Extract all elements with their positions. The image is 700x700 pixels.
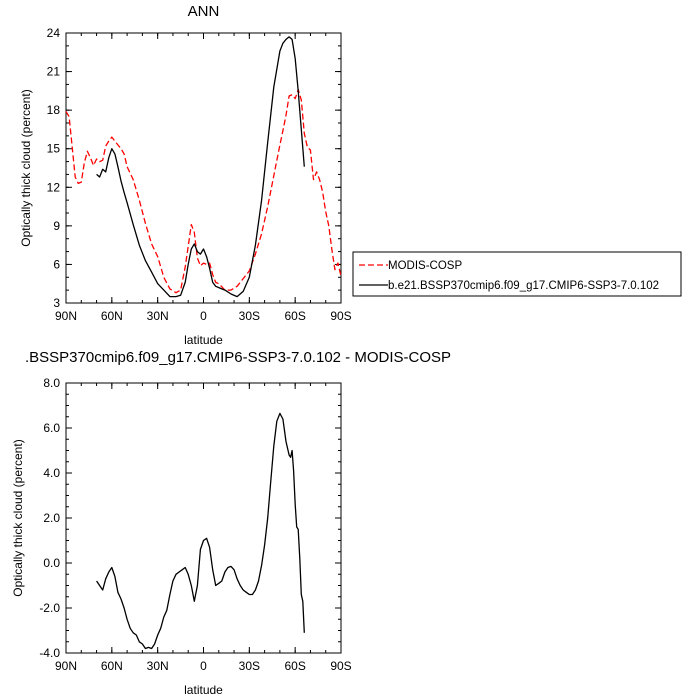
y-tick-label: 6 (53, 257, 60, 271)
x-tick-label: 60N (101, 659, 123, 673)
chart-2: 90N 60N 30N 0 30S 60S 90S -4.0 -2.0 0.0 2.0 4.0 6.0 8… (11, 349, 451, 697)
y-tick-label: 24 (47, 26, 61, 40)
legend-label-1: MODIS-COSP (388, 260, 462, 272)
series-line-2 (96, 36, 305, 298)
series-line-1 (65, 88, 342, 294)
x-tick-label: 90N (55, 309, 77, 323)
x-tick-label: 90S (330, 309, 351, 323)
x-tick-label: 0 (200, 309, 207, 323)
y-axis-label: Optically thick cloud (percent) (19, 89, 33, 246)
x-tick-label: 30S (239, 309, 260, 323)
y-tick-label: 9 (53, 219, 60, 233)
x-tick-label: 30S (239, 659, 260, 673)
x-axis-label: latitude (184, 333, 223, 347)
chart-title: .BSSP370cmip6.f09_g17.CMIP6-SSP3-7.0.102… (25, 349, 451, 366)
x-tick-label: 30N (147, 309, 169, 323)
x-axis-label: latitude (184, 683, 223, 697)
x-tick-label: 90N (55, 659, 77, 673)
y-tick-label: 12 (47, 180, 61, 194)
x-tick-label: 60N (101, 309, 123, 323)
y-tick-label: 6.0 (43, 421, 60, 435)
y-tick-label: 0.0 (43, 556, 60, 570)
legend-label-2: b.e21.BSSP370cmip6.f09_g17.CMIP6-SSP3-7.… (388, 280, 659, 292)
chart-title: ANN (188, 3, 220, 20)
legend-box (352, 251, 682, 297)
y-tick-label: 21 (47, 65, 61, 79)
y-tick-label: 8.0 (43, 376, 60, 390)
plot-frame (65, 382, 342, 654)
y-tick-label: -4.0 (39, 646, 60, 660)
legend: MODIS-COSP b.e21.BSSP370cmip6.f09_g17.CMI… (352, 251, 682, 297)
y-tick-label: 3 (53, 296, 60, 310)
y-tick-label: 18 (47, 103, 61, 117)
x-tick-label: 60S (284, 309, 305, 323)
chart-1: 90N 60N 30N 0 30S 60S 90S 3 6 9 12 15 18 21 24 ANN latit… (19, 3, 682, 347)
x-tick-label: 90S (330, 659, 351, 673)
y-axis-label: Optically thick cloud (percent) (11, 439, 25, 596)
y-tick-label: -2.0 (39, 601, 60, 615)
x-tick-label: 60S (284, 659, 305, 673)
y-tick-label: 4.0 (43, 466, 60, 480)
series-line-1 (96, 412, 305, 650)
x-tick-label: 30N (147, 659, 169, 673)
y-tick-label: 15 (47, 142, 61, 156)
y-tick-label: 2.0 (43, 511, 60, 525)
x-tick-label: 0 (200, 659, 207, 673)
